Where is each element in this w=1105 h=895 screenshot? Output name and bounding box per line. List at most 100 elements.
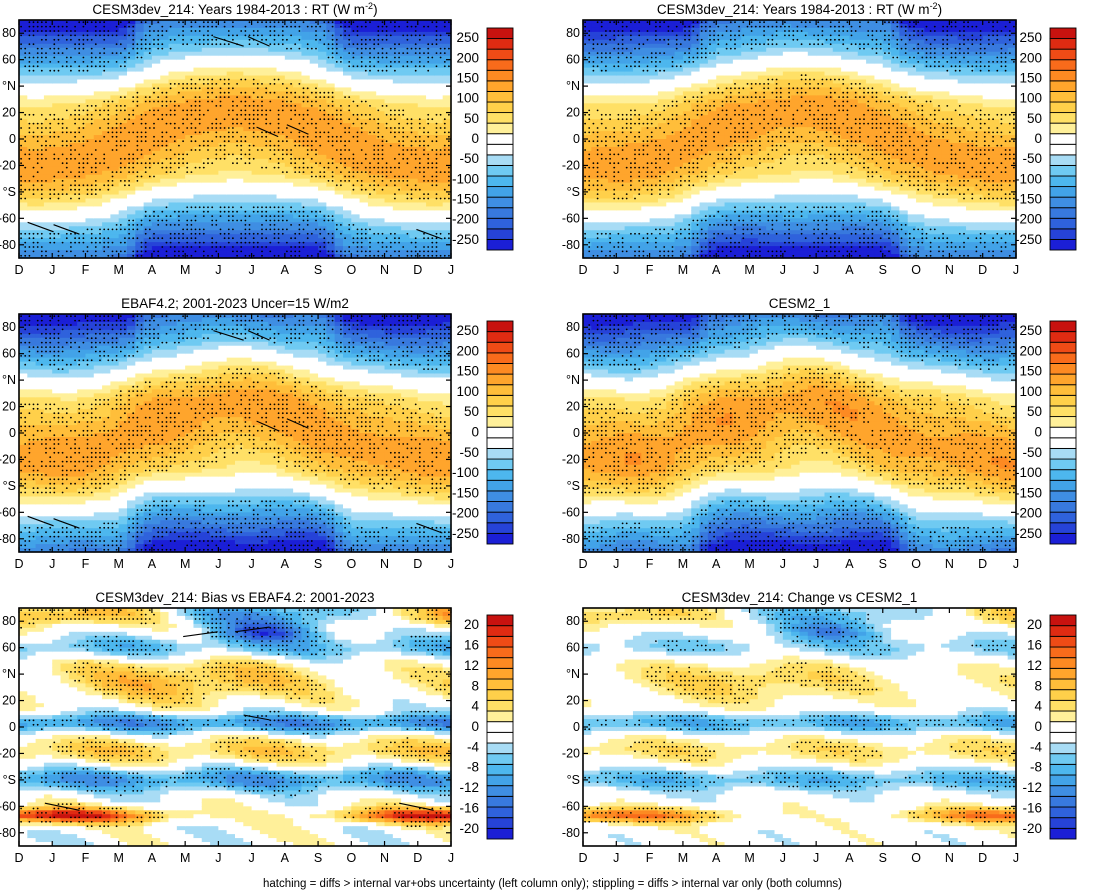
stipple-dot	[74, 30, 76, 32]
heat-cell	[426, 139, 435, 144]
heat-cell	[293, 250, 303, 255]
heat-cell	[417, 139, 427, 144]
heat-cell	[334, 182, 344, 188]
heat-cell	[376, 107, 386, 112]
heat-cell	[218, 63, 228, 69]
stipple-dot	[144, 162, 147, 165]
heat-cell	[334, 35, 344, 41]
stipple-dot	[74, 188, 76, 191]
heat-cell	[193, 59, 203, 65]
heat-cell	[309, 178, 319, 184]
heat-cell	[85, 158, 95, 164]
heat-cell	[326, 226, 336, 231]
heat-cell	[68, 91, 78, 96]
stipple-dot	[360, 122, 363, 125]
stipple-dot	[319, 131, 322, 134]
stipple-dot	[302, 215, 305, 218]
heat-cell	[351, 87, 361, 92]
heat-cell	[77, 107, 87, 112]
heat-cell	[417, 198, 427, 204]
stipple-dot	[111, 180, 114, 182]
stipple-dot	[202, 206, 205, 209]
heat-cell	[359, 83, 369, 89]
heat-cell	[201, 39, 211, 45]
heat-cell	[218, 250, 228, 255]
stipple-dot	[248, 232, 251, 235]
heat-cell	[351, 146, 361, 152]
stipple-dot	[294, 43, 297, 46]
heat-cell	[376, 75, 386, 81]
heat-cell	[218, 51, 228, 57]
stipple-dot	[65, 144, 68, 147]
stipple-dot	[319, 96, 322, 98]
heat-cell	[193, 142, 203, 148]
stipple-dot	[148, 166, 151, 169]
heat-cell	[442, 218, 452, 223]
heat-cell	[442, 178, 452, 184]
heat-cell	[168, 67, 178, 73]
stipple-dot	[265, 38, 268, 41]
heat-cell	[259, 87, 269, 92]
stipple-dot	[223, 149, 226, 151]
heat-cell	[243, 202, 253, 208]
stipple-dot	[310, 157, 313, 160]
heat-cell	[343, 119, 352, 124]
heat-cell	[77, 218, 87, 223]
heat-cell	[68, 83, 78, 89]
stipple-dot	[90, 184, 93, 187]
stipple-dot	[323, 113, 326, 116]
heat-cell	[235, 107, 244, 112]
heat-cell	[276, 206, 286, 211]
heat-cell	[35, 103, 45, 108]
heat-cell	[60, 20, 70, 25]
heat-cell	[309, 39, 319, 45]
stipple-dot	[194, 100, 197, 103]
stipple-dot	[144, 241, 147, 244]
heat-cell	[409, 135, 419, 140]
heat-cell	[210, 246, 219, 251]
heat-cell	[343, 99, 352, 104]
stipple-dot	[356, 43, 359, 46]
stipple-dot	[256, 241, 259, 244]
stipple-dot	[306, 113, 309, 116]
heat-cell	[160, 206, 170, 211]
heat-cell	[85, 47, 95, 53]
stipple-dot	[352, 171, 355, 174]
heat-cell	[160, 59, 170, 65]
heat-cell	[434, 27, 444, 33]
heat-cell	[417, 67, 427, 73]
heat-cell	[226, 87, 236, 92]
stipple-dot	[111, 241, 114, 244]
heat-cell	[118, 146, 128, 152]
heat-cell	[210, 158, 219, 164]
heat-cell	[127, 75, 136, 81]
stipple-dot	[215, 131, 218, 134]
stipple-dot	[99, 52, 101, 54]
heat-cell	[318, 20, 327, 25]
stipple-dot	[381, 105, 384, 107]
heat-cell	[334, 230, 344, 235]
heat-cell	[35, 250, 45, 255]
stipple-dot	[261, 210, 263, 213]
stipple-dot	[331, 175, 334, 178]
heat-cell	[226, 218, 236, 223]
heat-cell	[127, 91, 136, 96]
heat-cell	[318, 99, 327, 104]
heat-cell	[376, 43, 386, 49]
heat-cell	[77, 43, 87, 49]
heat-cell	[185, 186, 195, 192]
heat-cell	[251, 59, 261, 65]
heat-cell	[160, 178, 170, 184]
heat-cell	[77, 55, 87, 61]
stipple-dot	[352, 237, 355, 240]
heat-cell	[276, 142, 286, 148]
stipple-dot	[57, 232, 60, 235]
stipple-dot	[144, 100, 147, 103]
stipple-dot	[78, 38, 81, 41]
heat-cell	[426, 75, 435, 81]
heat-cell	[442, 103, 452, 108]
stipple-dot	[111, 100, 114, 103]
heat-cell	[442, 47, 452, 53]
heat-cell	[127, 226, 136, 231]
stipple-dot	[261, 34, 263, 37]
